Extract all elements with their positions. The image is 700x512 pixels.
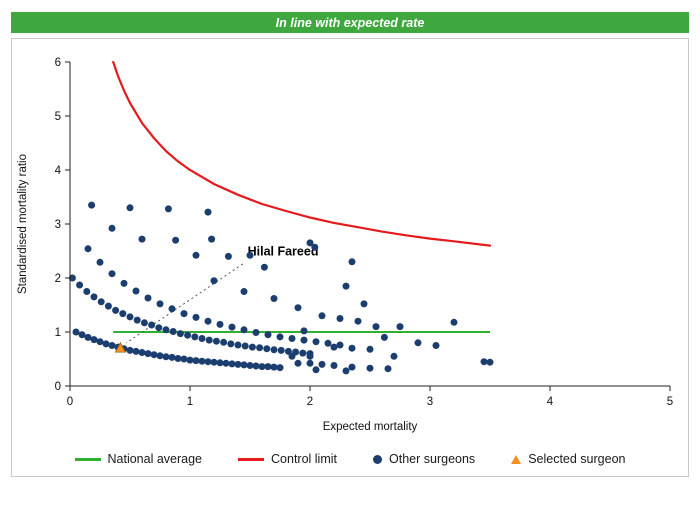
legend-item-control-limit: Control limit: [238, 452, 337, 466]
svg-text:3: 3: [55, 219, 61, 231]
legend-item-selected-surgeon: Selected surgeon: [511, 452, 625, 466]
svg-text:3: 3: [427, 396, 433, 408]
legend-item-national-average: National average: [74, 452, 203, 466]
national-average-line-icon: [74, 457, 101, 461]
svg-text:6: 6: [55, 57, 61, 69]
axes: 0 1 2 3 4 5 0 1 2 3 4 5 6 Expected mortality Standardi…: [17, 57, 673, 433]
svg-text:1: 1: [187, 396, 193, 408]
selected-surgeon-marker: [114, 341, 126, 353]
svg-text:2: 2: [307, 396, 313, 408]
legend-label-other-surgeons: Other surgeons: [389, 452, 476, 466]
svg-text:5: 5: [667, 396, 673, 408]
other-surgeons-dot-icon: [373, 454, 383, 464]
svg-text:0: 0: [55, 381, 61, 393]
control-limit-curve: [112, 60, 492, 247]
status-banner: In line with expected rate: [11, 12, 689, 33]
svg-text:1: 1: [55, 327, 61, 339]
chart-legend: National average Control limit Other sur…: [12, 444, 688, 474]
selected-surgeon-triangle-icon: [511, 454, 522, 464]
status-banner-title: In line with expected rate: [275, 15, 425, 30]
chart-container: Hilal Fareed 0 1 2 3 4 5 0 1 2 3 4 5 6 Expected mortal…: [11, 38, 689, 477]
legend-label-national-average: National average: [107, 452, 203, 466]
svg-text:4: 4: [55, 165, 62, 177]
svg-text:5: 5: [55, 111, 61, 123]
y-axis-label: Standardised mortality ratio: [17, 154, 29, 294]
svg-text:0: 0: [67, 396, 73, 408]
legend-label-control-limit: Control limit: [271, 452, 338, 466]
chart-svg: Hilal Fareed 0 1 2 3 4 5 0 1 2 3 4 5 6 Expected mortal…: [17, 57, 673, 433]
other-surgeons-points: [68, 201, 494, 375]
selected-surgeon-annotation: Hilal Fareed: [248, 244, 319, 258]
svg-text:2: 2: [55, 273, 61, 285]
svg-text:4: 4: [547, 396, 554, 408]
legend-label-selected-surgeon: Selected surgeon: [528, 452, 626, 466]
annotation-group: Hilal Fareed: [126, 244, 319, 344]
control-limit-line-icon: [238, 457, 265, 461]
legend-item-other-surgeons: Other surgeons: [373, 452, 475, 466]
x-axis-label: Expected mortality: [323, 421, 418, 433]
